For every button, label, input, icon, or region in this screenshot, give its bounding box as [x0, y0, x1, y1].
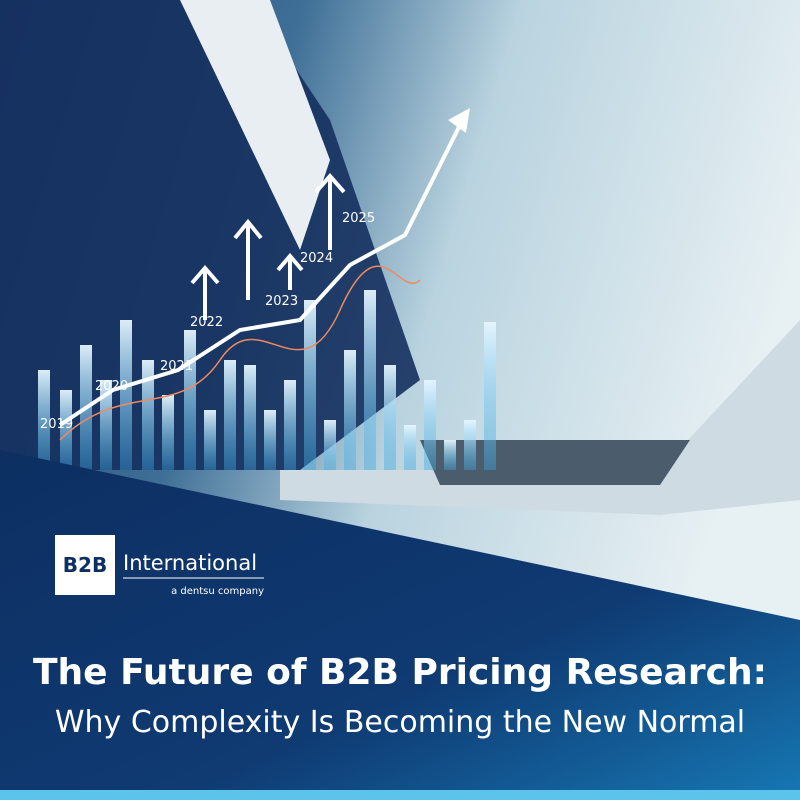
trend-arrowhead — [448, 108, 470, 133]
subtitle: Why Complexity Is Becoming the New Norma… — [55, 705, 745, 740]
logo-name: International — [123, 551, 257, 575]
year-label: 2022 — [190, 315, 223, 330]
year-label: 2025 — [342, 211, 375, 226]
year-label: 2024 — [300, 251, 333, 266]
title-panel — [0, 450, 800, 800]
title: The Future of B2B Pricing Research: — [33, 652, 767, 693]
bottom-strip — [0, 790, 800, 800]
year-labels: 2019 2020 2021 2022 2023 2024 2025 — [40, 211, 375, 432]
decorative-bars — [38, 290, 496, 470]
trend-line — [58, 114, 467, 427]
keyboard — [420, 440, 690, 485]
year-label: 2020 — [95, 379, 128, 394]
year-label: 2023 — [265, 294, 298, 309]
logo-tagline: a dentsu company — [171, 586, 264, 597]
shirt — [180, 0, 330, 250]
secondary-line — [59, 265, 421, 441]
decorative-arrows — [190, 172, 346, 320]
logo-mark: B2B — [63, 553, 107, 577]
logo-box — [55, 535, 115, 595]
year-label: 2019 — [40, 417, 73, 432]
year-label: 2021 — [160, 359, 193, 374]
